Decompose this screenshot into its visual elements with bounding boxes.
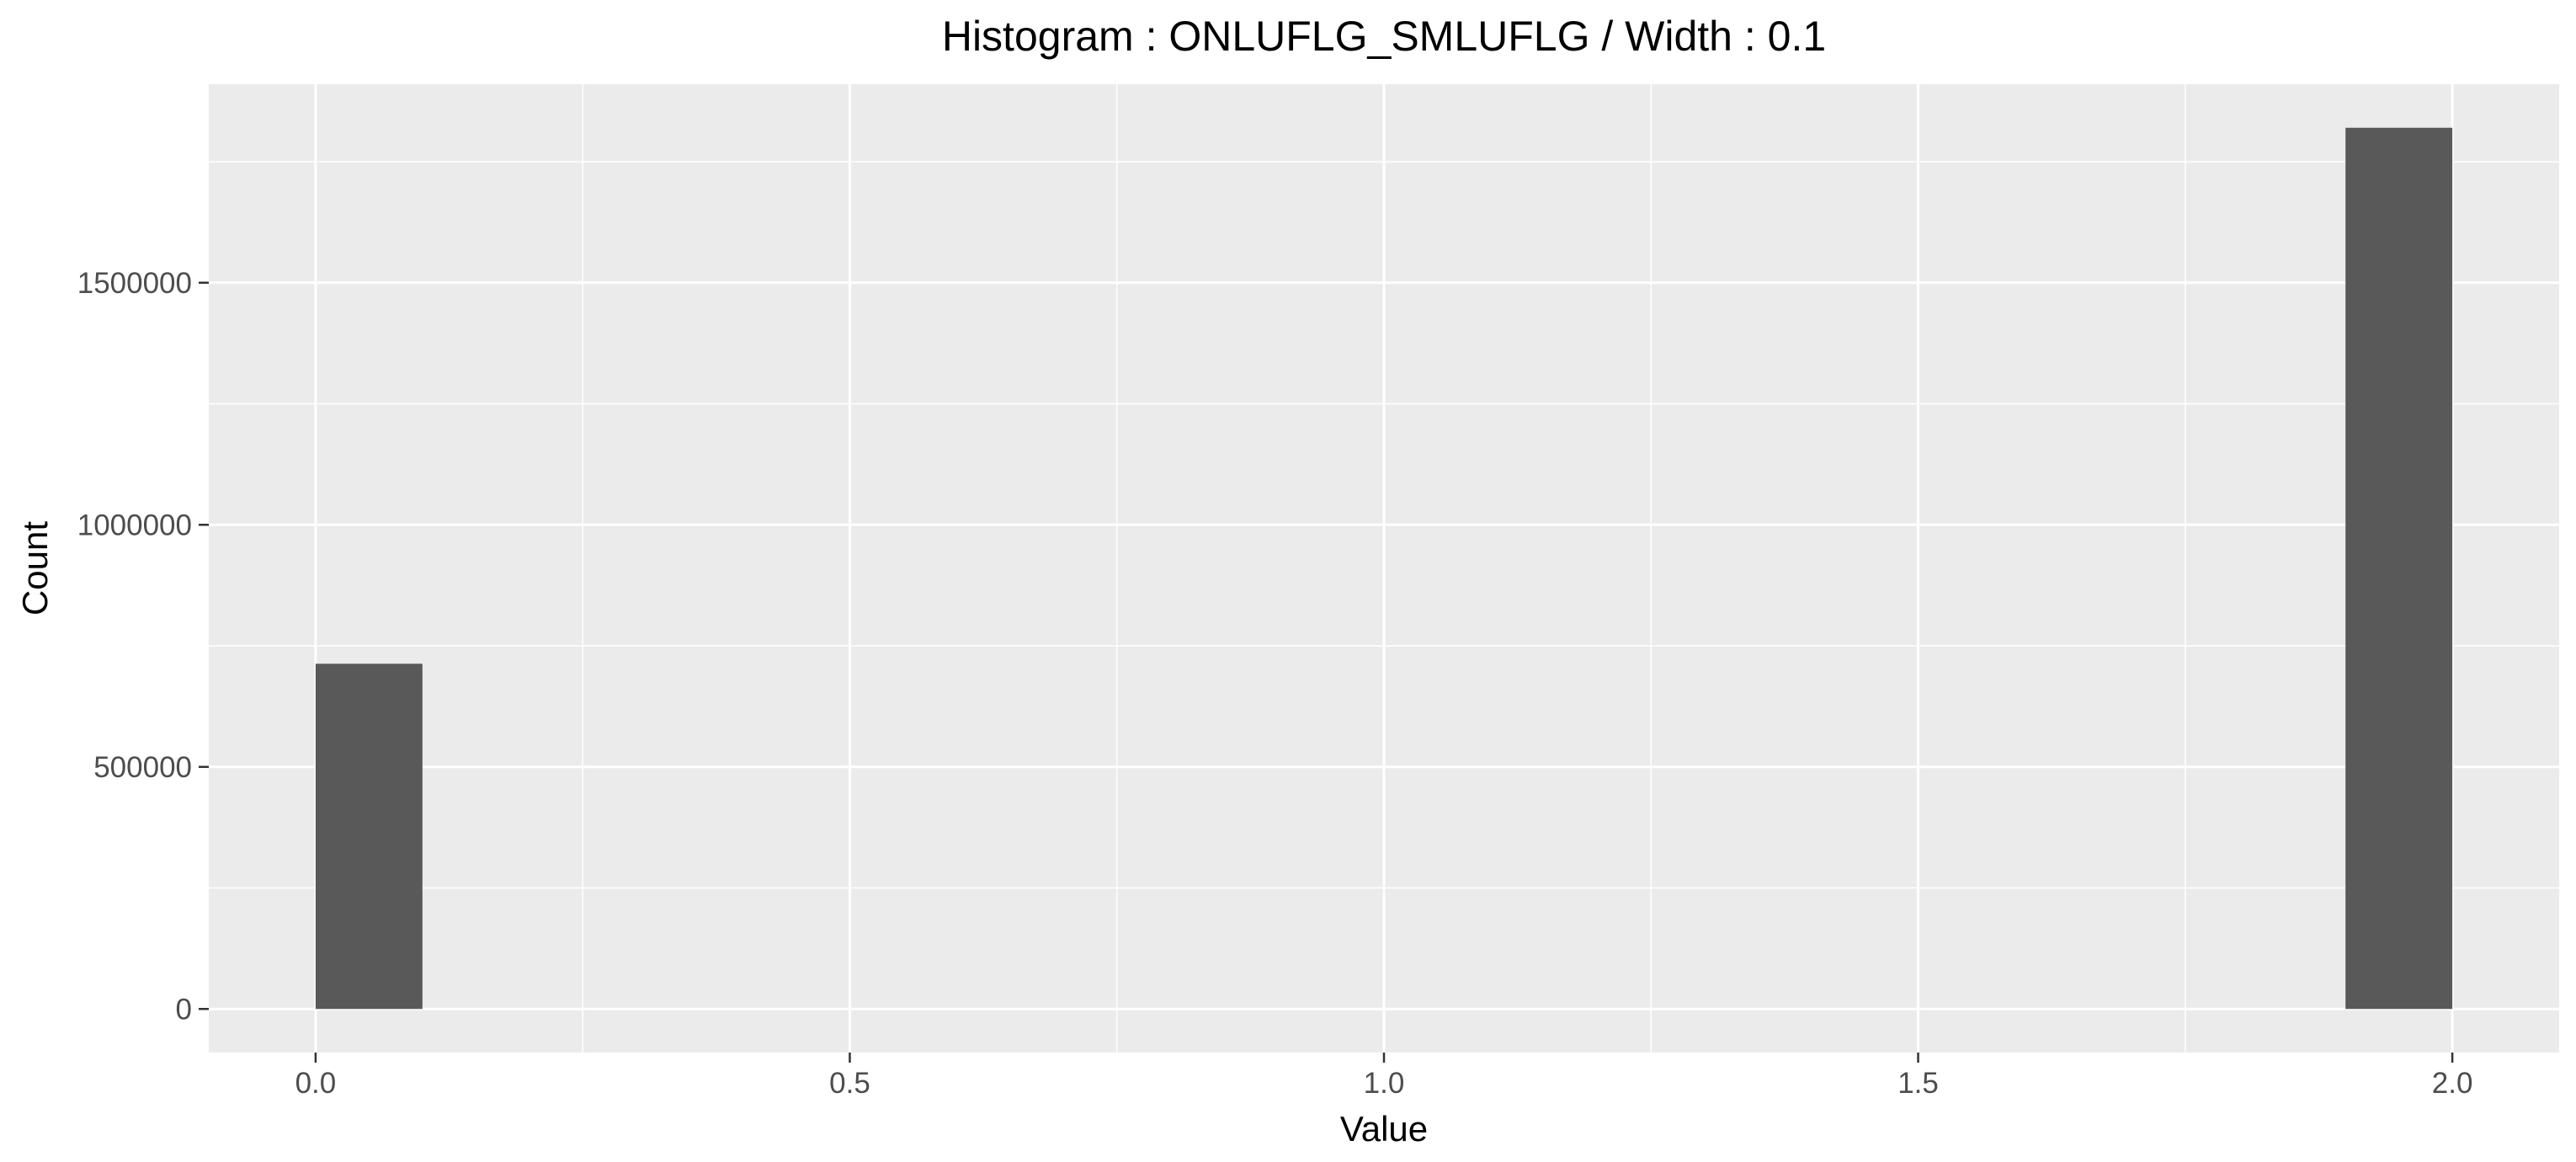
y-axis: 0 500000 1000000 1500000 <box>77 267 209 1026</box>
y-tick-label: 1500000 <box>77 267 192 300</box>
x-tick-label: 1.5 <box>1897 1067 1939 1100</box>
histogram-bar <box>315 664 423 1010</box>
y-axis-title: Count <box>15 521 55 616</box>
histogram-bars <box>315 127 2453 1010</box>
major-gridlines <box>209 84 2559 1053</box>
x-axis: 0.0 0.5 1.0 1.5 2.0 <box>295 1053 2473 1100</box>
chart-title: Histogram : ONLUFLG_SMLUFLG / Width : 0.… <box>942 13 1826 60</box>
x-tick-label: 2.0 <box>2432 1067 2473 1100</box>
x-axis-title: Value <box>1340 1109 1428 1149</box>
y-tick-label: 1000000 <box>77 509 192 541</box>
y-tick-label: 0 <box>176 993 192 1026</box>
y-tick-label: 500000 <box>93 751 192 784</box>
x-tick-label: 0.5 <box>829 1067 870 1100</box>
x-tick-label: 1.0 <box>1364 1067 1405 1100</box>
x-tick-label: 0.0 <box>295 1067 337 1100</box>
histogram-bar <box>2345 127 2453 1010</box>
